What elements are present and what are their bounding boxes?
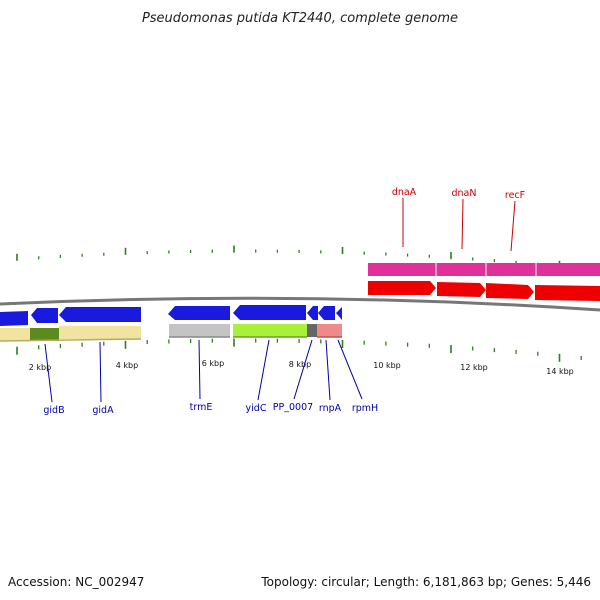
gene-arrow-recF[interactable] (486, 283, 534, 299)
map-title: Pseudomonas putida KT2440, complete geno… (142, 11, 458, 26)
genome-backbone (0, 296, 600, 312)
gene-label-dnaA[interactable]: dnaA (392, 187, 417, 198)
gene-label-gidA[interactable]: gidA (92, 405, 114, 416)
gene-label-gidB[interactable]: gidB (43, 405, 64, 416)
label-leader-rnpA (325, 339, 331, 401)
gene-label-rnpA[interactable]: rnpA (319, 403, 342, 414)
gene-arrow-trmE[interactable] (168, 306, 230, 320)
band-segment (307, 324, 317, 337)
label-leader-dnaN (461, 198, 464, 250)
gene-label-yidC[interactable]: yidC (246, 403, 267, 414)
label-leader-rpmH (337, 339, 363, 400)
gene-arrow-yidC[interactable] (233, 305, 306, 320)
tick-label: 10 kbp (373, 361, 401, 370)
band-segment (169, 324, 230, 337)
tick-label: 2 kbp (29, 363, 51, 372)
tick-label: 4 kbp (116, 361, 138, 370)
label-leader-gidB (44, 343, 53, 403)
gene-label-rpmH[interactable]: rpmH (352, 403, 378, 414)
forward-gene-labels: dnaA dnaN recF (392, 187, 525, 252)
gene-arrow-dnaN[interactable] (437, 282, 486, 297)
band-segment (317, 324, 342, 337)
gene-arrow-partial[interactable] (535, 285, 600, 301)
gene-arrow-partial-left[interactable] (0, 311, 28, 326)
inner-feature-band (0, 324, 342, 342)
gene-label-dnaN[interactable]: dnaN (452, 188, 477, 199)
label-leader-recF (510, 200, 516, 252)
reverse-gene-labels: gidB gidA trmE yidC PP_0007 rnpA rpmH (43, 339, 378, 416)
band-shadow (0, 338, 142, 342)
label-leader-yidC (257, 339, 270, 401)
gene-arrow-gidB[interactable] (31, 308, 58, 323)
inner-tick-marks (16, 338, 582, 362)
gene-arrow-gidA[interactable] (59, 307, 141, 322)
gene-arrow-dnaA[interactable] (368, 281, 436, 295)
gene-label-PP_0007[interactable]: PP_0007 (273, 402, 313, 413)
gene-arrow-rpmH[interactable] (336, 307, 342, 320)
label-leader-gidA (99, 341, 102, 403)
tick-label: 12 kbp (460, 363, 488, 372)
label-leader-trmE (198, 339, 201, 400)
gene-arrow-rnpA[interactable] (318, 306, 335, 320)
forward-strand-features (368, 263, 600, 301)
genome-summary-text: Topology: circular; Length: 6,181,863 bp… (260, 575, 591, 589)
forward-feature-band (368, 263, 600, 276)
gene-label-trmE[interactable]: trmE (190, 402, 213, 413)
gene-label-recF[interactable]: recF (505, 190, 525, 201)
band-segment (59, 326, 141, 339)
label-leader-PP_0007 (293, 339, 313, 400)
tick-label: 6 kbp (202, 359, 224, 368)
band-segment (30, 328, 59, 341)
tick-labels: 2 kbp 4 kbp 6 kbp 8 kbp 10 kbp 12 kbp 14… (29, 359, 574, 376)
reverse-strand-features (0, 305, 342, 326)
gene-arrow-PP_0007[interactable] (307, 306, 318, 320)
band-segment (0, 328, 30, 341)
band-segment (233, 324, 307, 337)
accession-text: Accession: NC_002947 (8, 575, 144, 589)
tick-label: 14 kbp (546, 367, 574, 376)
tick-label: 8 kbp (289, 360, 311, 369)
